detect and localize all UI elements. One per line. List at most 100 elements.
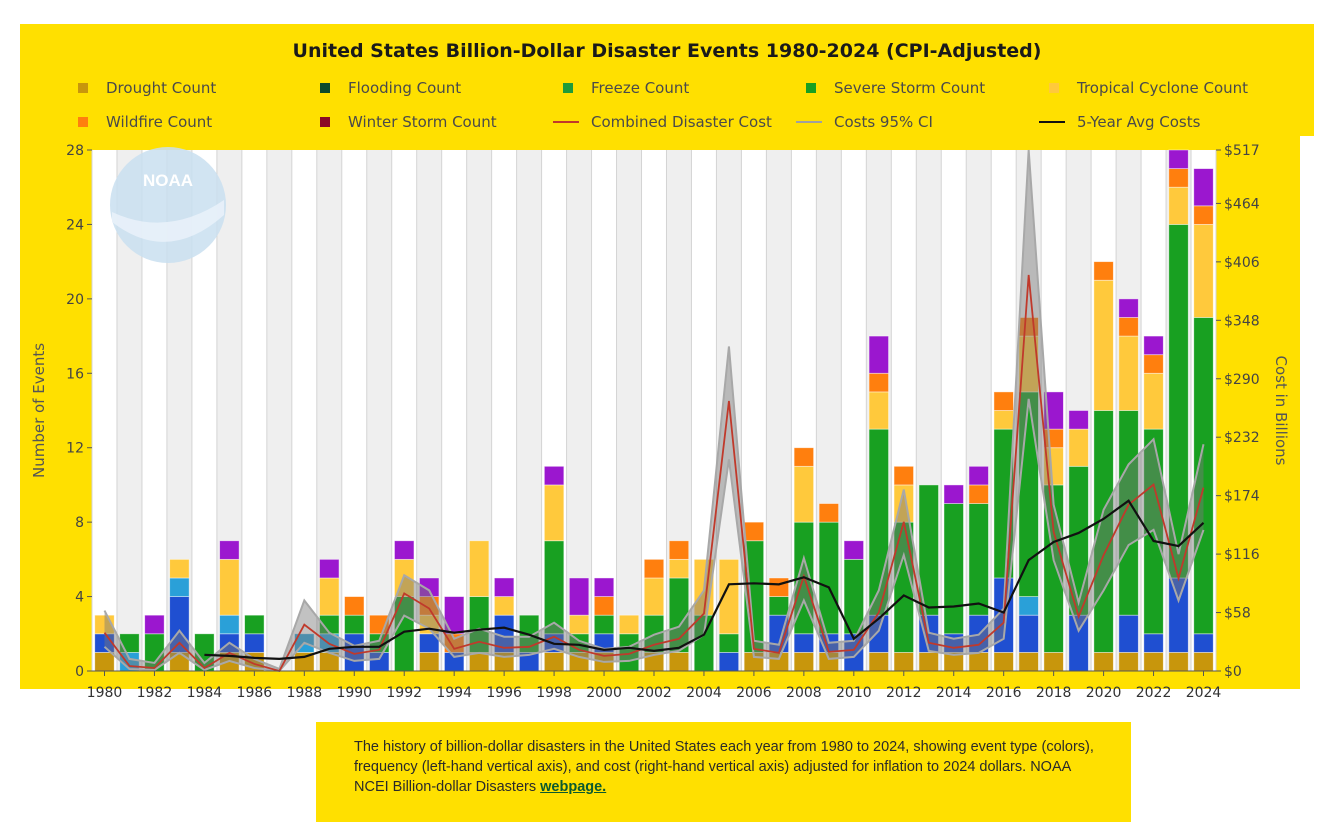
bar-segment (593, 614, 615, 635)
axes: 0481216202428$0$58$116$174$232$290$348$4… (30, 143, 1290, 701)
legend-label: Winter Storm Count (348, 113, 497, 131)
bar-segment (1143, 651, 1164, 672)
legend-label: Wildfire Count (106, 113, 213, 131)
costs-ci-band (103, 149, 1205, 673)
bar-segment (1043, 651, 1064, 672)
bar-segment (568, 577, 590, 616)
chart-header: United States Billion-Dollar Disaster Ev… (20, 24, 1314, 136)
bar-segment (543, 540, 565, 635)
legend-swatch (78, 117, 88, 127)
legend-label: Combined Disaster Cost (591, 113, 772, 131)
x-tick-label: 2002 (636, 685, 672, 701)
bar-segment (568, 614, 590, 635)
bar-segment (1018, 614, 1039, 653)
y2-tick-label: $406 (1224, 255, 1260, 271)
y-tick-label: 20 (66, 292, 84, 308)
bar-segment (968, 484, 989, 504)
x-tick-label: 2018 (1036, 685, 1072, 701)
legend-swatch (78, 83, 88, 93)
y-axis-title: Number of Events (30, 343, 48, 478)
five-year-avg-line (204, 499, 1205, 661)
x-tick-label: 2020 (1086, 685, 1122, 701)
y-tick-label: 28 (66, 143, 84, 159)
column-stripe (366, 150, 392, 671)
y2-tick-label: $517 (1224, 143, 1260, 159)
bar-segment (219, 614, 240, 635)
bar-segment (668, 651, 690, 672)
y2-tick-label: $232 (1224, 430, 1260, 446)
bar-segment (1168, 168, 1189, 188)
legend-line-swatch (553, 121, 579, 123)
x-tick-label: 1988 (286, 685, 322, 701)
caption-webpage-link[interactable]: webpage. (540, 779, 607, 795)
bar-segment (493, 596, 515, 616)
bar-segment (1018, 651, 1039, 672)
bar-segment (1193, 633, 1214, 653)
y2-tick-label: $174 (1224, 489, 1260, 505)
x-tick-label: 2004 (686, 685, 722, 701)
bar-segment (768, 596, 790, 616)
y2-tick-label: $290 (1224, 372, 1260, 388)
bar-segment (868, 335, 889, 374)
caption-box: The history of billion-dollar disasters … (316, 722, 1131, 822)
y2-tick-label: $58 (1224, 606, 1251, 622)
bar-segment (968, 503, 989, 616)
bar-segment (244, 614, 265, 635)
legend-swatch (320, 117, 330, 127)
bar-segment (818, 503, 839, 523)
x-tick-label: 2016 (986, 685, 1022, 701)
bar-segment (943, 503, 964, 635)
bar-segment (1193, 224, 1214, 318)
bar-segment (1143, 335, 1164, 356)
bar-segment (1093, 651, 1114, 672)
cost-lines (103, 274, 1205, 673)
x-tick-label: 2010 (836, 685, 872, 701)
y2-tick-label: $116 (1224, 547, 1260, 563)
ci-upper-line (103, 149, 1205, 671)
x-tick-label: 1998 (536, 685, 572, 701)
x-tick-label: 1994 (436, 685, 472, 701)
legend-label: Tropical Cyclone Count (1077, 79, 1249, 97)
bar-segment (918, 651, 939, 672)
bar-segment (918, 484, 939, 616)
combined-cost-line (103, 274, 1205, 673)
bar-segment (319, 558, 340, 579)
x-tick-label: 1980 (87, 685, 123, 701)
bar-segment (219, 558, 240, 616)
bar-segment (1193, 651, 1214, 672)
legend-swatch (320, 83, 330, 93)
bar-segment (1118, 317, 1139, 337)
bar-segment (743, 521, 765, 542)
bar-segment (993, 391, 1014, 411)
legend-label: Severe Storm Count (834, 79, 986, 97)
bar-segment (1168, 186, 1189, 225)
bar-segment (868, 372, 889, 393)
bar-segment (793, 633, 815, 653)
chart-title: United States Billion-Dollar Disaster Ev… (292, 40, 1042, 62)
bar-segment (993, 410, 1014, 430)
x-tick-label: 1996 (486, 685, 522, 701)
x-tick-label: 1990 (336, 685, 372, 701)
bar-segment (718, 651, 740, 672)
bar-segment (668, 540, 690, 560)
bar-segment (1168, 651, 1189, 672)
y-tick-label: 16 (66, 366, 84, 382)
legend-swatch (563, 83, 573, 93)
bar-segment (968, 651, 989, 672)
bar-segment (1118, 298, 1139, 318)
bar-segment (244, 633, 265, 653)
bar-segment (543, 651, 565, 672)
legend-swatch (806, 83, 816, 93)
y2-tick-label: $348 (1224, 313, 1260, 329)
bar-segment (868, 651, 889, 672)
bar-segment (1018, 596, 1039, 616)
y-tick-label: 8 (75, 515, 84, 531)
bar-segment (1143, 372, 1164, 430)
disaster-chart: NOAA 0481216202428$0$58$116$174$232$290$… (30, 143, 1290, 701)
x-tick-label: 1986 (237, 685, 273, 701)
bar-segment (144, 614, 165, 635)
x-tick-label: 2008 (786, 685, 822, 701)
bar-segment (718, 558, 740, 635)
legend-label: Drought Count (106, 79, 217, 97)
legend-swatch (1049, 83, 1059, 93)
